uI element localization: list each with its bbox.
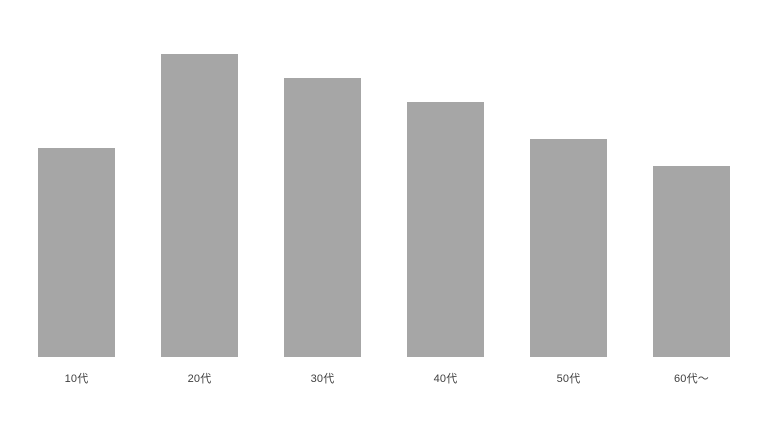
tick-label-0: 10代 [64,373,89,385]
tick-label-5: 60代〜 [673,373,710,385]
bar-10dai[interactable] [38,147,115,357]
tick-label-4: 50代 [556,373,581,385]
bar-group-1[interactable] [161,54,238,357]
bar-50dai[interactable] [530,138,607,357]
bar-group-2[interactable] [284,78,361,357]
bar-30dai[interactable] [284,78,361,357]
bar-group-4[interactable] [530,138,607,357]
plot-area [38,54,730,357]
bar-group-3[interactable] [407,102,484,357]
bar-group-5[interactable] [653,166,730,357]
bar-group-0[interactable] [38,147,115,357]
tick-label-1: 20代 [187,373,212,385]
bar-60dai-plus[interactable] [653,166,730,357]
bar-40dai[interactable] [407,102,484,357]
tick-label-2: 30代 [310,373,335,385]
tick-label-3: 40代 [433,373,458,385]
bar-20dai[interactable] [161,54,238,357]
x-axis-tick-labels: 10代 20代 30代 40代 50代 60代〜 [0,357,768,432]
